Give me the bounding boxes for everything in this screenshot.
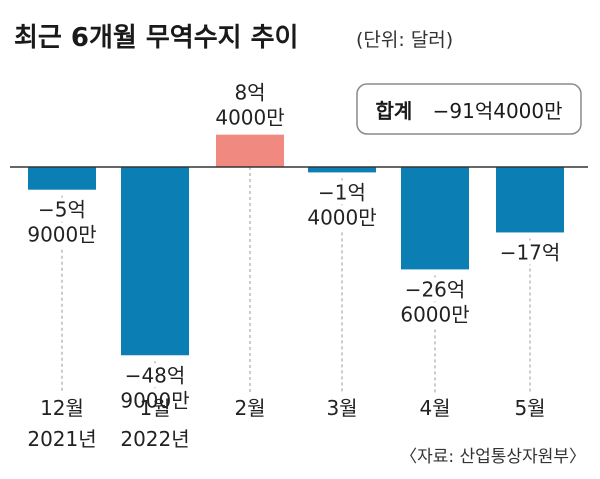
category-label-5-line-1: 4월: [419, 396, 450, 420]
label-backing: [316, 180, 368, 205]
label-backing: [25, 222, 99, 247]
bar-1: [28, 167, 96, 190]
label-backing: [118, 388, 192, 413]
bar-4: [308, 167, 376, 173]
bar-2: [121, 167, 189, 356]
svg-text:합계 −91억4000만: 합계 −91억4000만: [375, 99, 562, 123]
category-label-1-line-2: 2021년: [27, 427, 96, 451]
total-box-frame: [356, 83, 582, 135]
label-backing: [398, 302, 472, 327]
label-backing: [122, 363, 188, 388]
value-label-5-line-2: 6000만: [400, 302, 469, 326]
category-label-3-line-1: 2월: [234, 396, 265, 420]
value-label-4-line-2: 4000만: [307, 205, 376, 229]
value-labels-group: −5억9000만−48억9000만8억4000만−1억4000만−26억6000…: [25, 80, 563, 413]
category-label-2-line-1: 1월: [139, 396, 170, 420]
label-backing: [213, 105, 287, 130]
category-labels-group: 12월 2021년 1월 2022년 2월 3월 4월 5월: [27, 396, 545, 451]
category-label-4-line-1: 3월: [326, 396, 357, 420]
label-backing: [232, 80, 268, 105]
value-label-3-line-1: 8억: [234, 81, 265, 105]
bar-5: [401, 167, 469, 270]
total-value: −91억4000만: [433, 99, 563, 123]
value-label-1-line-2: 9000만: [27, 223, 96, 247]
category-label-6-line-1: 5월: [514, 396, 545, 420]
label-backing: [305, 205, 379, 230]
value-label-2-line-2: 9000만: [120, 388, 189, 412]
source-note: 〈자료: 산업통상자원부〉: [400, 447, 586, 467]
category-label-2-line-2: 2022년: [120, 427, 189, 451]
label-backing: [402, 277, 468, 302]
value-label-3-line-2: 4000만: [215, 106, 284, 130]
bar-6: [496, 167, 564, 233]
label-backing: [497, 240, 563, 265]
bars-group: [28, 134, 564, 356]
total-box: 합계 −91억4000만: [356, 83, 582, 135]
value-label-6-line-1: −17억: [500, 240, 561, 264]
label-backing: [36, 197, 88, 222]
unit-note: (단위: 달러): [356, 29, 453, 51]
chart-title: 최근 6개월 무역수지 추이: [14, 23, 298, 53]
bar-3: [216, 134, 284, 167]
total-label: 합계: [375, 99, 412, 123]
value-label-2-line-1: −48억: [125, 363, 186, 387]
value-label-4-line-1: −1억: [318, 180, 366, 204]
category-label-1-line-1: 12월: [40, 396, 84, 420]
value-label-1-line-1: −5억: [38, 198, 86, 222]
value-label-5-line-1: −26억: [405, 277, 466, 301]
